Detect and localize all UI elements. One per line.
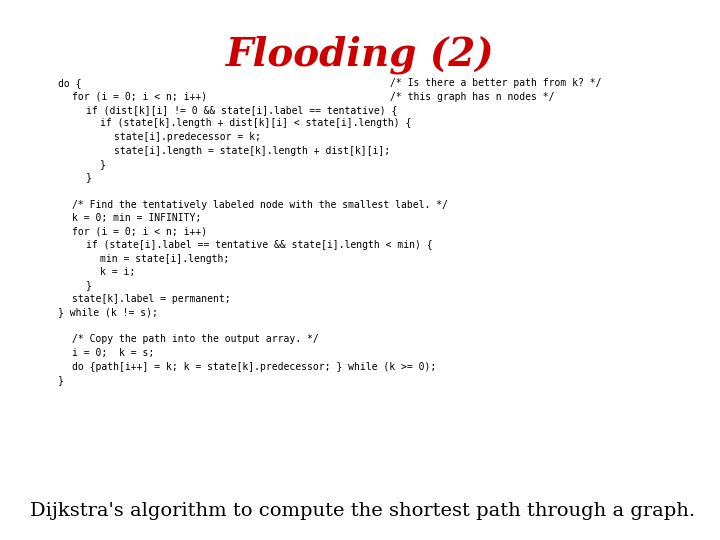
Text: }: } [86, 172, 92, 183]
Text: Dijkstra's algorithm to compute the shortest path through a graph.: Dijkstra's algorithm to compute the shor… [30, 502, 695, 520]
Text: do {: do { [58, 78, 81, 88]
Text: /* this graph has n nodes */: /* this graph has n nodes */ [390, 91, 554, 102]
Text: /* Copy the path into the output array. */: /* Copy the path into the output array. … [72, 334, 319, 345]
Text: }: } [100, 159, 106, 169]
Text: Flooding (2): Flooding (2) [225, 35, 495, 73]
Text: }: } [86, 280, 92, 291]
Text: min = state[i].length;: min = state[i].length; [100, 253, 229, 264]
Text: /* Is there a better path from k? */: /* Is there a better path from k? */ [390, 78, 601, 88]
Text: state[k].label = permanent;: state[k].label = permanent; [72, 294, 230, 304]
Text: i = 0;  k = s;: i = 0; k = s; [72, 348, 154, 358]
Text: state[i].length = state[k].length + dist[k][i];: state[i].length = state[k].length + dist… [114, 145, 390, 156]
Text: if (dist[k][i] != 0 && state[i].label == tentative) {: if (dist[k][i] != 0 && state[i].label ==… [86, 105, 397, 115]
Text: do {path[i++] = k; k = state[k].predecessor; } while (k >= 0);: do {path[i++] = k; k = state[k].predeces… [72, 361, 436, 372]
Text: state[i].predecessor = k;: state[i].predecessor = k; [114, 132, 261, 142]
Text: for (i = 0; i < n; i++): for (i = 0; i < n; i++) [72, 91, 207, 102]
Text: }: } [58, 375, 64, 385]
Text: /* Find the tentatively labeled node with the smallest label. */: /* Find the tentatively labeled node wit… [72, 199, 448, 210]
Text: } while (k != s);: } while (k != s); [58, 307, 158, 318]
Text: if (state[i].label == tentative && state[i].length < min) {: if (state[i].label == tentative && state… [86, 240, 433, 250]
Text: if (state[k].length + dist[k][i] < state[i].length) {: if (state[k].length + dist[k][i] < state… [100, 118, 411, 129]
Text: k = i;: k = i; [100, 267, 135, 277]
Text: for (i = 0; i < n; i++): for (i = 0; i < n; i++) [72, 226, 207, 237]
Text: k = 0; min = INFINITY;: k = 0; min = INFINITY; [72, 213, 202, 223]
